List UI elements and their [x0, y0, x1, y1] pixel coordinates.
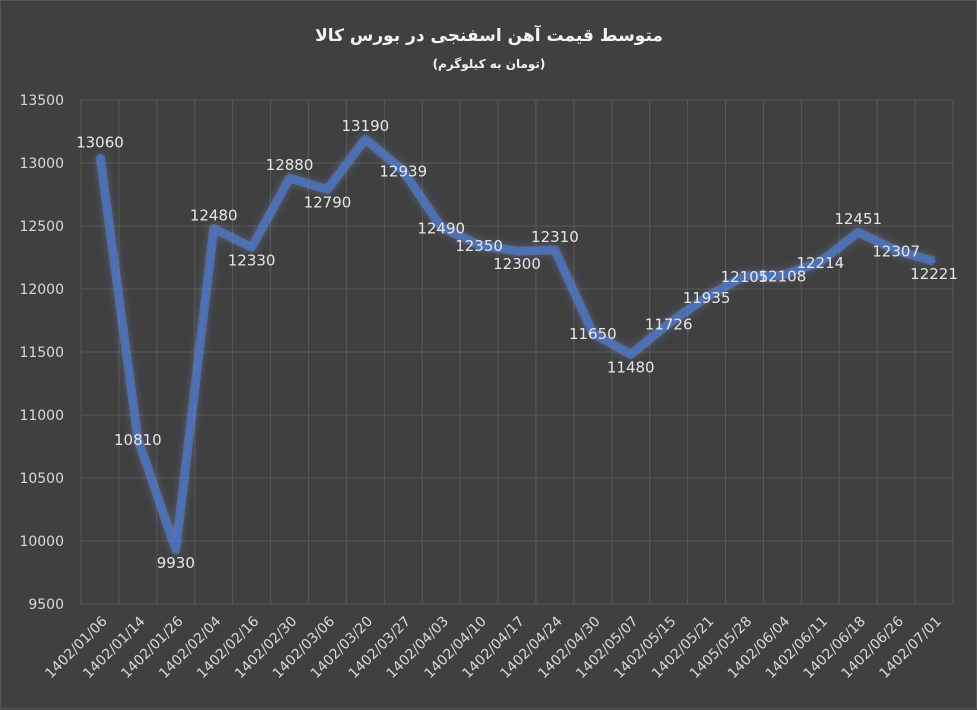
data-label: 12330: [228, 251, 276, 269]
data-label: 13190: [341, 117, 389, 135]
chart-subtitle: (تومان به کیلوگرم): [433, 57, 546, 72]
data-label: 12490: [417, 219, 465, 237]
data-label: 12451: [834, 210, 882, 228]
y-tick-label: 12500: [19, 219, 64, 235]
y-axis-ticks: 9500 10000 10500 11000 11500 12000 12500 13000 1…: [19, 93, 64, 613]
y-tick-label: 13000: [19, 156, 64, 172]
gridlines: [80, 99, 954, 605]
y-tick-label: 11500: [19, 345, 64, 361]
x-axis-ticks: 1402/01/061402/01/141402/01/261402/02/04…: [42, 613, 944, 681]
data-label: 12310: [531, 228, 579, 246]
y-tick-label: 11000: [19, 408, 64, 424]
data-label: 12939: [379, 163, 427, 181]
y-tick-label: 13500: [19, 93, 64, 109]
series-line-layer: [95, 134, 936, 555]
data-labels: 13060 10810 9930 12480 12330 12880 12790 13190 1…: [76, 117, 958, 572]
data-label: 12300: [493, 255, 541, 273]
series-line-glow: [95, 134, 936, 555]
data-label: 11935: [683, 289, 731, 307]
y-tick-label: 12000: [19, 282, 64, 298]
data-label: 12350: [455, 237, 503, 255]
y-tick-label: 10500: [19, 471, 64, 487]
data-label: 11650: [569, 325, 617, 343]
y-tick-label: 9500: [28, 597, 64, 613]
data-label: 11726: [645, 316, 693, 334]
data-label: 12105: [721, 268, 769, 286]
data-label: 12307: [872, 242, 920, 260]
y-tick-label: 10000: [19, 534, 64, 550]
data-label: 11480: [607, 359, 655, 377]
data-label: 10810: [114, 431, 162, 449]
data-label: 12214: [796, 254, 844, 272]
data-label: 12880: [266, 156, 314, 174]
data-label: 13060: [76, 133, 124, 151]
data-label: 9930: [157, 554, 195, 572]
chart-title: متوسط قیمت آهن اسفنجی در بورس کالا: [315, 24, 663, 46]
data-label: 12790: [304, 193, 352, 211]
data-label: 12221: [910, 265, 958, 283]
data-label: 12108: [759, 267, 807, 285]
data-label: 12480: [190, 207, 238, 225]
series-line: [98, 137, 936, 552]
